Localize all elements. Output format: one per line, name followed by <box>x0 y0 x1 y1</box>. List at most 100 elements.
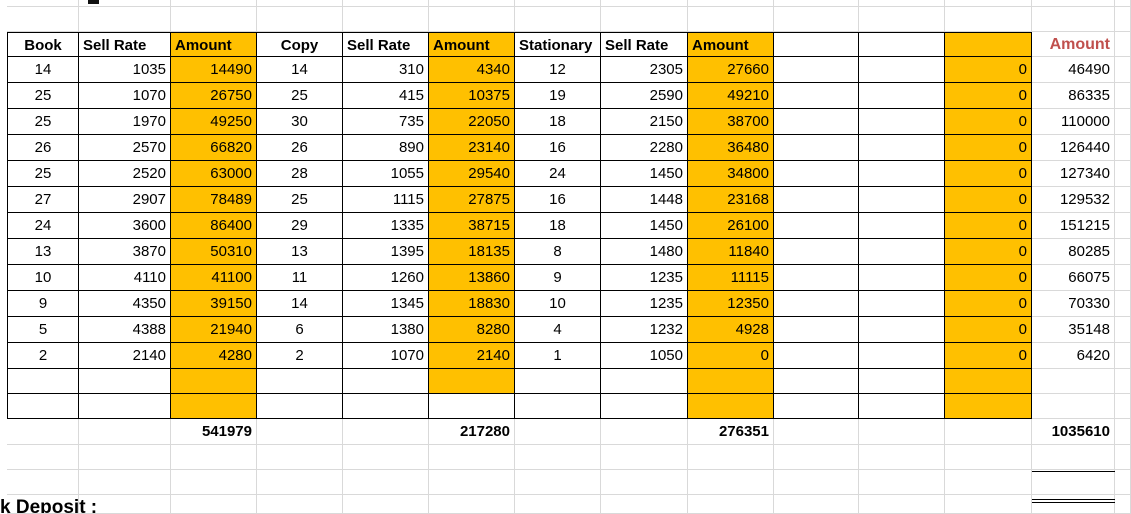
cell-r12-c8[interactable]: 1050 <box>601 343 688 369</box>
grid-cell[interactable] <box>7 7 79 32</box>
cell-r12-c2[interactable]: 2140 <box>79 343 171 369</box>
header-sell-rate-copy[interactable]: Sell Rate <box>343 32 429 57</box>
empty-cell[interactable] <box>945 394 1032 419</box>
cell-r7-c8[interactable]: 1450 <box>601 213 688 239</box>
grid-cell[interactable] <box>343 445 429 470</box>
cell-r2-c11[interactable] <box>859 83 945 109</box>
cell-r4-c2[interactable]: 2570 <box>79 135 171 161</box>
cell-r12-c12[interactable]: 0 <box>945 343 1032 369</box>
grid-cell[interactable] <box>945 0 1032 7</box>
total-cell[interactable]: 276351 <box>688 419 774 445</box>
grid-cell[interactable] <box>1115 470 1131 495</box>
cell-r12-c1[interactable]: 2 <box>7 343 79 369</box>
cell-r1-c4[interactable]: 14 <box>257 57 343 83</box>
grid-cell[interactable] <box>859 470 945 495</box>
cell-r5-c7[interactable]: 24 <box>515 161 601 187</box>
empty-cell[interactable] <box>1032 369 1115 394</box>
cell-r2-c7[interactable]: 19 <box>515 83 601 109</box>
grid-cell[interactable] <box>1115 239 1131 265</box>
empty-cell[interactable] <box>601 394 688 419</box>
cell-r11-c13[interactable]: 35148 <box>1032 317 1115 343</box>
cell-r9-c1[interactable]: 10 <box>7 265 79 291</box>
cell-r7-c12[interactable]: 0 <box>945 213 1032 239</box>
cell-r7-c2[interactable]: 3600 <box>79 213 171 239</box>
grid-cell[interactable] <box>7 470 79 495</box>
grid-cell[interactable] <box>1115 394 1131 419</box>
empty-cell[interactable] <box>515 369 601 394</box>
cell-r5-c2[interactable]: 2520 <box>79 161 171 187</box>
cell-r9-c13[interactable]: 66075 <box>1032 265 1115 291</box>
cell-r8-c1[interactable]: 13 <box>7 239 79 265</box>
grid-cell[interactable] <box>859 495 945 514</box>
cell-r9-c9[interactable]: 11115 <box>688 265 774 291</box>
cell-r3-c9[interactable]: 38700 <box>688 109 774 135</box>
cell-r2-c8[interactable]: 2590 <box>601 83 688 109</box>
cell-r6-c13[interactable]: 129532 <box>1032 187 1115 213</box>
grid-cell[interactable] <box>1032 495 1115 514</box>
cell-r6-c7[interactable]: 16 <box>515 187 601 213</box>
cell-r10-c7[interactable]: 10 <box>515 291 601 317</box>
grid-cell[interactable] <box>7 0 79 7</box>
cell-r8-c11[interactable] <box>859 239 945 265</box>
grid-cell[interactable] <box>688 0 774 7</box>
grid-cell[interactable] <box>1115 187 1131 213</box>
grid-cell[interactable] <box>257 419 343 445</box>
cell-r8-c7[interactable]: 8 <box>515 239 601 265</box>
grid-cell[interactable] <box>1032 0 1115 7</box>
empty-cell[interactable] <box>774 394 859 419</box>
empty-cell[interactable] <box>343 394 429 419</box>
cell-r9-c8[interactable]: 1235 <box>601 265 688 291</box>
cell-r6-c1[interactable]: 27 <box>7 187 79 213</box>
grid-cell[interactable] <box>945 445 1032 470</box>
empty-cell[interactable] <box>945 369 1032 394</box>
cell-r6-c12[interactable]: 0 <box>945 187 1032 213</box>
cell-r8-c6[interactable]: 18135 <box>429 239 515 265</box>
grid-cell[interactable] <box>343 470 429 495</box>
cell-r2-c10[interactable] <box>774 83 859 109</box>
grid-cell[interactable] <box>688 445 774 470</box>
grid-cell[interactable] <box>79 0 171 7</box>
cell-r8-c9[interactable]: 11840 <box>688 239 774 265</box>
grid-cell[interactable] <box>945 470 1032 495</box>
cell-r3-c7[interactable]: 18 <box>515 109 601 135</box>
cell-r2-c3[interactable]: 26750 <box>171 83 257 109</box>
cell-r7-c6[interactable]: 38715 <box>429 213 515 239</box>
cell-r4-c4[interactable]: 26 <box>257 135 343 161</box>
cell-r1-c11[interactable] <box>859 57 945 83</box>
cell-r4-c6[interactable]: 23140 <box>429 135 515 161</box>
grid-cell[interactable] <box>688 7 774 32</box>
empty-cell[interactable] <box>257 394 343 419</box>
cell-r10-c4[interactable]: 14 <box>257 291 343 317</box>
grid-cell[interactable] <box>774 445 859 470</box>
cell-r12-c9[interactable]: 0 <box>688 343 774 369</box>
cell-r4-c10[interactable] <box>774 135 859 161</box>
cell-r2-c1[interactable]: 25 <box>7 83 79 109</box>
grid-cell[interactable] <box>688 470 774 495</box>
grid-cell[interactable] <box>774 419 859 445</box>
header-amount-stationary[interactable]: Amount <box>688 32 774 57</box>
cell-r7-c11[interactable] <box>859 213 945 239</box>
empty-cell[interactable] <box>171 394 257 419</box>
empty-cell[interactable] <box>429 394 515 419</box>
cell-r7-c5[interactable]: 1335 <box>343 213 429 239</box>
cell-r4-c7[interactable]: 16 <box>515 135 601 161</box>
cell-r11-c2[interactable]: 4388 <box>79 317 171 343</box>
grid-cell[interactable] <box>429 7 515 32</box>
grid-cell[interactable] <box>343 7 429 32</box>
grid-cell[interactable] <box>859 7 945 32</box>
grid-cell[interactable] <box>515 495 601 514</box>
total-cell[interactable]: 541979 <box>171 419 257 445</box>
grid-cell[interactable] <box>1115 291 1131 317</box>
cell-r2-c13[interactable]: 86335 <box>1032 83 1115 109</box>
grid-cell[interactable] <box>859 419 945 445</box>
empty-cell[interactable] <box>79 369 171 394</box>
header-amount-copy[interactable]: Amount <box>429 32 515 57</box>
grid-cell[interactable] <box>171 445 257 470</box>
grid-cell[interactable] <box>7 445 79 470</box>
grid-cell[interactable] <box>515 0 601 7</box>
grid-cell[interactable] <box>601 7 688 32</box>
cell-r11-c7[interactable]: 4 <box>515 317 601 343</box>
cell-r5-c5[interactable]: 1055 <box>343 161 429 187</box>
cell-r5-c3[interactable]: 63000 <box>171 161 257 187</box>
empty-cell[interactable] <box>1032 394 1115 419</box>
